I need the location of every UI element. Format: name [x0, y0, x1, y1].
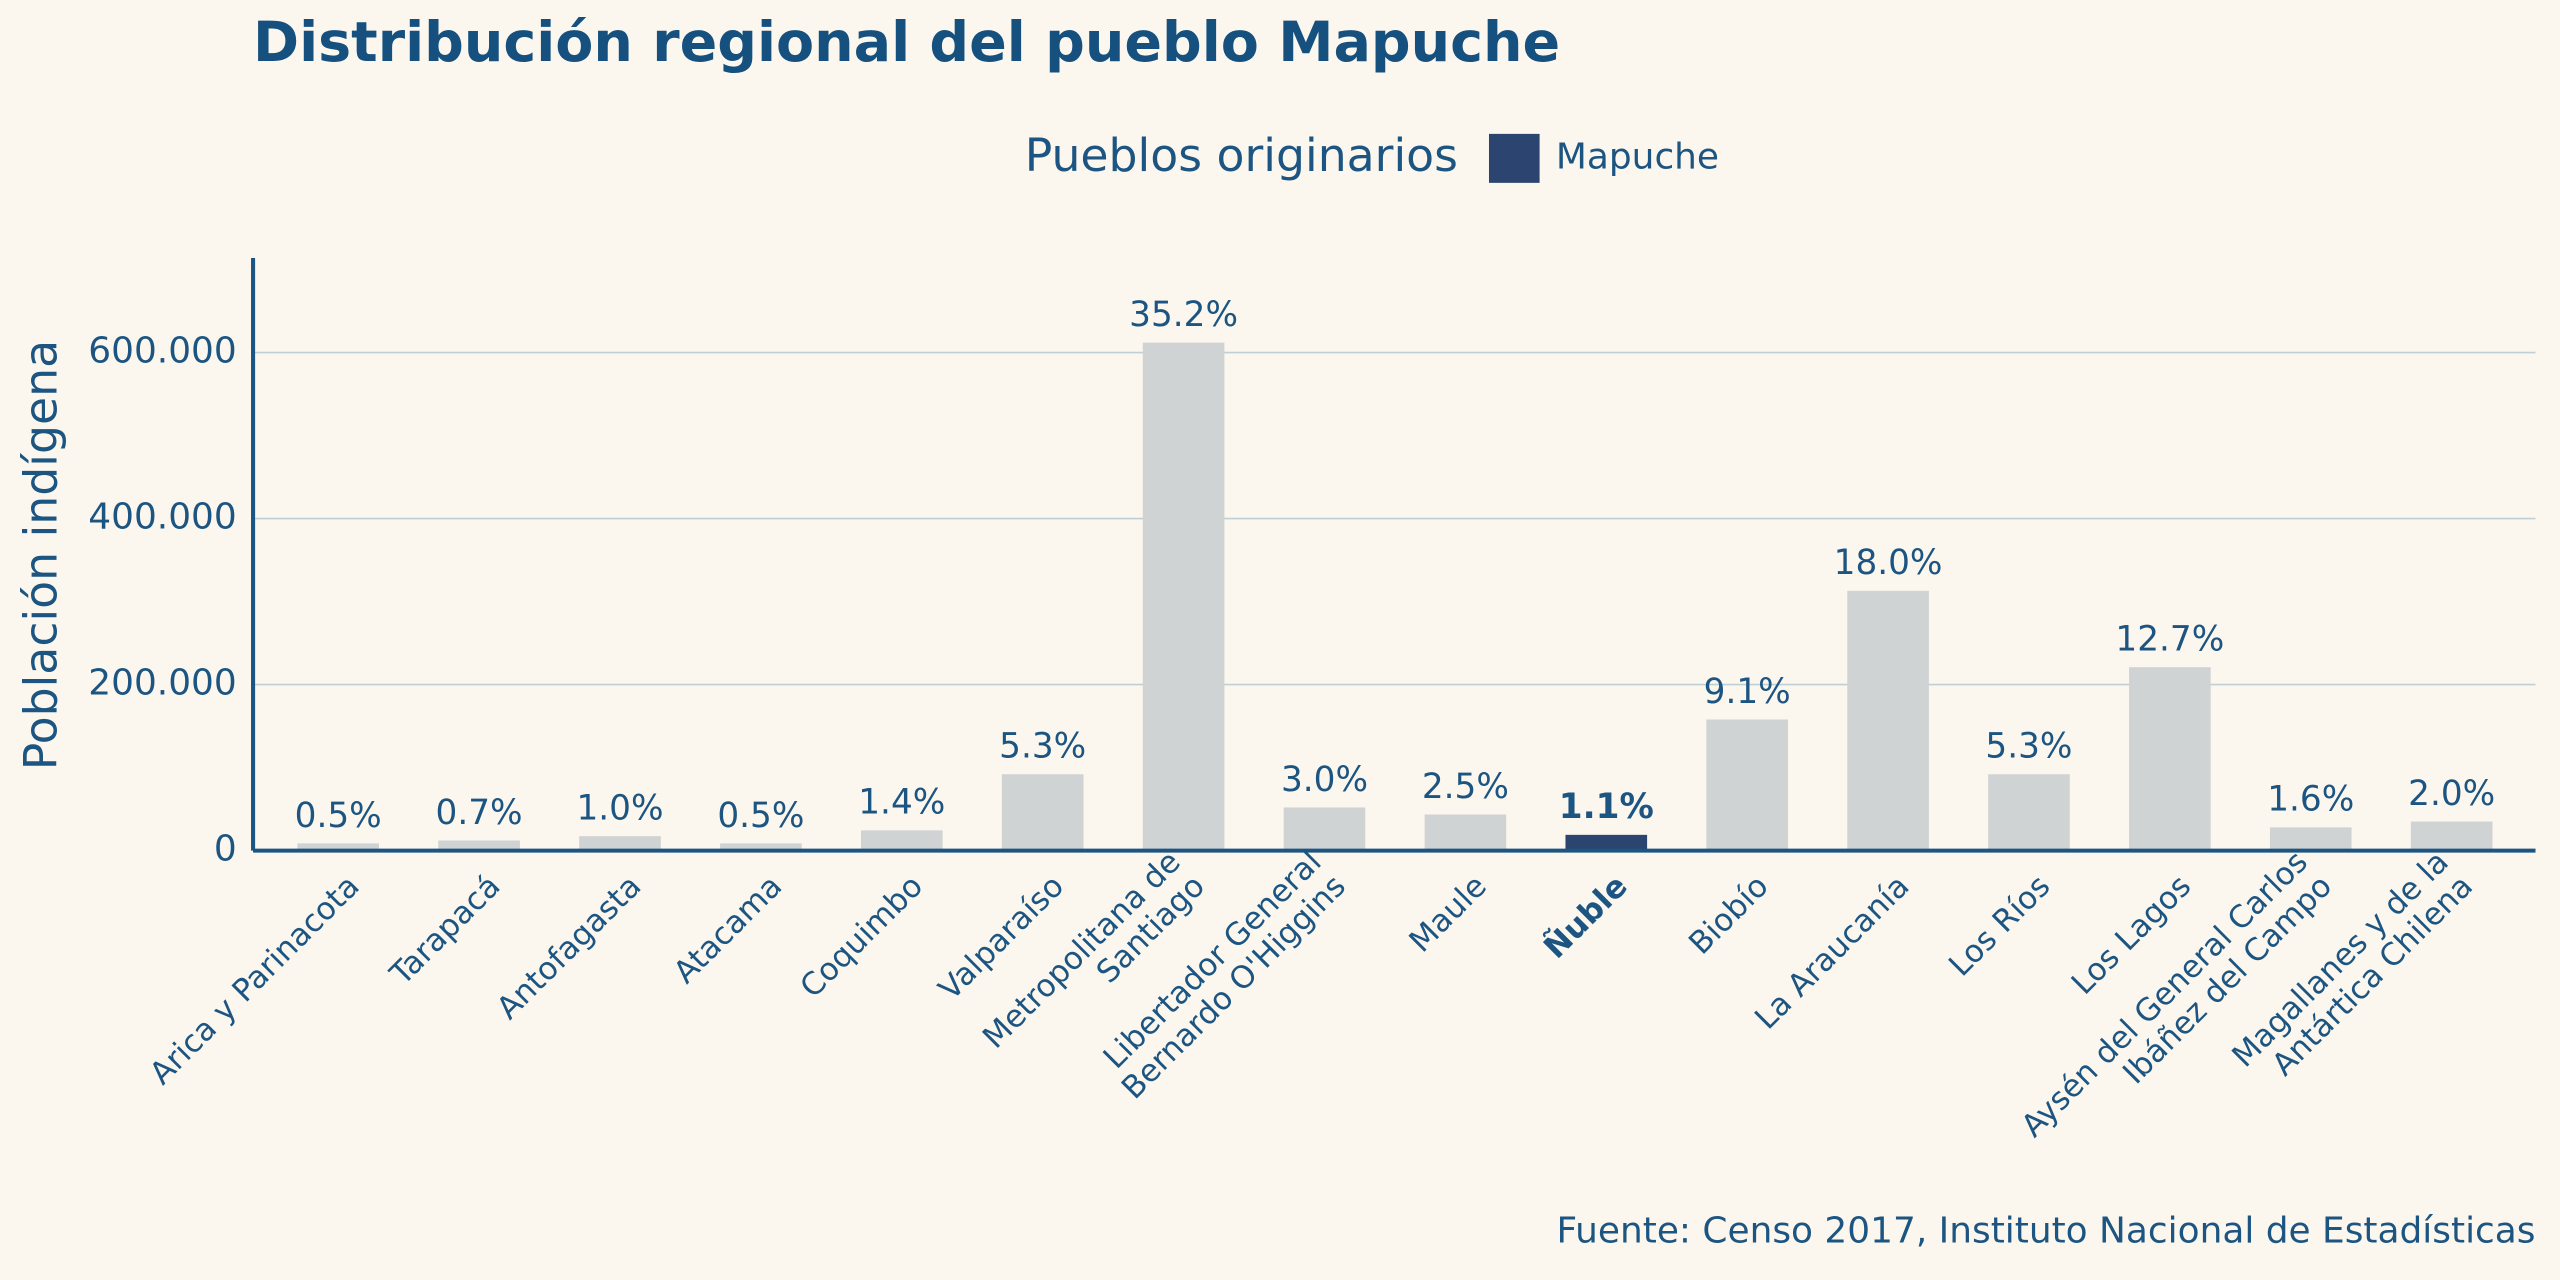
x-tick-label: Biobío: [1682, 868, 1775, 961]
x-tick-label: Coquimbo: [793, 868, 930, 1005]
value-label: 1.4%: [858, 783, 945, 823]
bar: [1847, 590, 1929, 851]
value-label: 2.0%: [2408, 774, 2495, 814]
x-tick-label: Los Ríos: [1942, 868, 2057, 983]
x-tick-label: Ñuble: [1536, 867, 1635, 966]
y-tick-label: 0: [214, 829, 237, 870]
value-label: 0.7%: [436, 793, 523, 833]
bar: [860, 830, 943, 851]
bar: [579, 836, 661, 851]
value-label: 5.3%: [999, 727, 1086, 767]
value-label: 12.7%: [2115, 620, 2224, 660]
value-label: 1.6%: [2267, 780, 2354, 820]
bar: [1283, 807, 1366, 851]
value-label: 18.0%: [1834, 543, 1943, 583]
value-label: 0.5%: [717, 796, 804, 836]
source: Fuente: Censo 2017, Instituto Nacional d…: [1556, 1211, 2535, 1252]
bar: [1988, 774, 2070, 851]
bar: [1001, 774, 1084, 851]
value-label: 0.5%: [295, 796, 382, 836]
y-tick-label: 200.000: [88, 663, 236, 704]
bar: [297, 843, 380, 851]
bar: [720, 843, 802, 851]
chart-title: Distribución regional del pueblo Mapuche: [253, 10, 1560, 75]
x-tick-label: Maule: [1402, 868, 1493, 959]
bar: [438, 840, 520, 851]
value-label: 9.1%: [1704, 672, 1791, 712]
value-label: 35.2%: [1129, 295, 1238, 335]
value-label: 1.0%: [576, 789, 663, 829]
value-label: 1.1%: [1559, 787, 1654, 827]
value-label: 2.5%: [1422, 767, 1509, 807]
bar: [2410, 821, 2493, 851]
y-tick-label: 600.000: [88, 331, 236, 372]
bar: [1565, 834, 1648, 851]
x-tick-label: Antofagasta: [490, 868, 648, 1026]
value-label: 5.3%: [1985, 727, 2072, 767]
bar: [1424, 814, 1507, 851]
legend-label: Mapuche: [1556, 136, 1719, 177]
bar: [1706, 719, 1788, 851]
legend-swatch: [1488, 133, 1540, 183]
x-tick-label: Tarapacá: [383, 868, 508, 993]
legend-title: Pueblos originarios: [1025, 129, 1458, 182]
bar: [1142, 342, 1225, 851]
value-label: 3.0%: [1281, 760, 1368, 800]
y-tick-label: 400.000: [88, 497, 236, 538]
x-tick-label: Arica y Parinacota: [143, 868, 367, 1092]
x-tick-label: Atacama: [667, 868, 789, 990]
bar: [2269, 827, 2352, 851]
y-axis-label: Población indígena: [15, 340, 68, 770]
bar: [2129, 667, 2211, 851]
